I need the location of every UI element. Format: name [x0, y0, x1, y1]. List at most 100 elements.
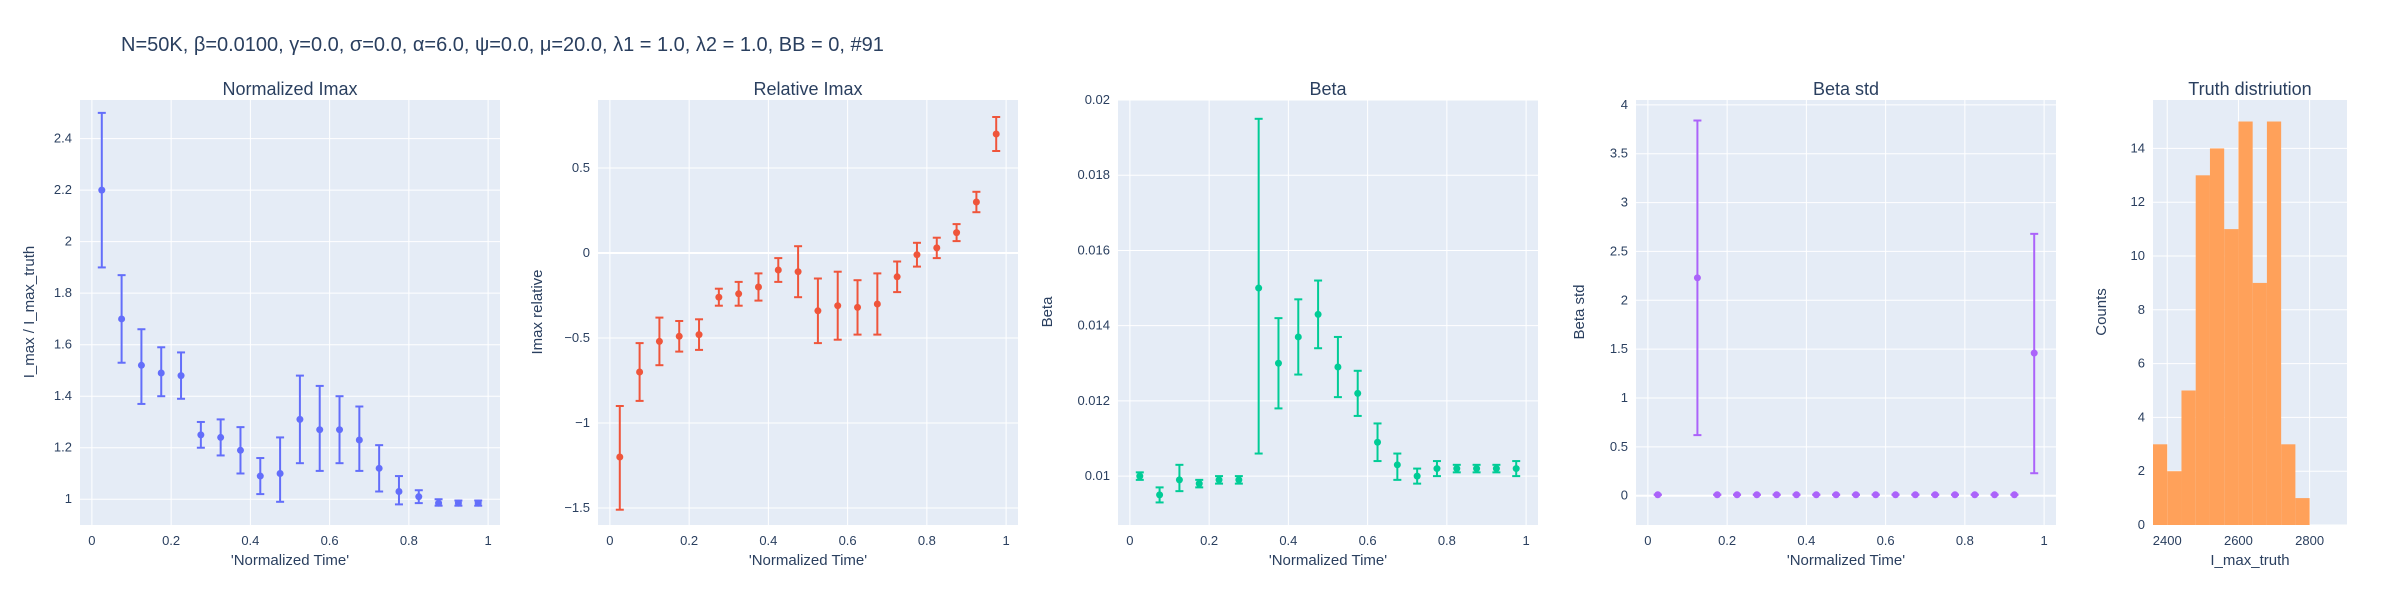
data-point: [316, 426, 324, 434]
data-point: [873, 300, 881, 308]
data-point: [1473, 465, 1481, 473]
y-tick-label: 3.5: [1610, 146, 1628, 161]
data-marks: [2153, 121, 2310, 526]
panel-beta-std: 0 0.5 1 1.5 2 2.5 3 3.5 4 0 0.2 0.4 0.6 0.8 1 Beta st…: [1571, 79, 2056, 569]
x-grid: [1647, 100, 2045, 525]
data-point: [454, 499, 462, 507]
x-tick-label: 0: [606, 533, 613, 548]
data-point: [2010, 491, 2018, 499]
subplot-title: Beta: [1309, 79, 1347, 99]
data-point: [1156, 491, 1164, 499]
y-grid: [1118, 99, 1538, 477]
histogram-bar: [2281, 444, 2296, 525]
y-tick-label: 0: [2138, 517, 2145, 532]
y-tick-label: −0.5: [564, 330, 590, 345]
histogram-bar: [2195, 175, 2210, 525]
y-tick-label: 2: [65, 234, 72, 249]
y-tick-label: 4: [1621, 97, 1628, 112]
y-tick-label: 2.4: [54, 131, 72, 146]
y-tick-label: 1.4: [54, 388, 72, 403]
data-point: [276, 469, 284, 477]
data-point: [375, 464, 383, 472]
data-point: [1235, 476, 1243, 484]
data-point: [1175, 476, 1183, 484]
data-point: [1354, 389, 1362, 397]
data-marks: [615, 116, 1001, 511]
figure-title: N=50K, β=0.0100, γ=0.0, σ=0.0, α=6.0, ψ=…: [121, 34, 884, 56]
x-axis-title: 'Normalized Time': [231, 552, 349, 569]
x-tick-label: 0: [1644, 533, 1651, 548]
data-point: [616, 453, 624, 461]
x-tick-labels: 2400 2600 2800: [2153, 533, 2324, 548]
y-tick-label: 10: [2131, 248, 2145, 263]
data-point: [1773, 491, 1781, 499]
x-tick-label: 0.6: [321, 533, 339, 548]
subplot-title: Truth distriution: [2188, 79, 2311, 99]
data-point: [913, 251, 921, 259]
y-tick-label: 0: [583, 245, 590, 260]
data-point: [972, 198, 980, 206]
y-axis-title: Counts: [2093, 288, 2110, 336]
subplot-title: Relative Imax: [753, 79, 862, 99]
y-tick-label: 6: [2138, 356, 2145, 371]
data-point: [1971, 491, 1979, 499]
x-tick-label: 0.2: [1200, 533, 1218, 548]
plot-background: [80, 100, 500, 525]
data-point: [1753, 491, 1761, 499]
y-tick-label: 0.018: [1077, 167, 1110, 182]
y-axis-title: Beta: [1039, 296, 1056, 328]
y-tick-label: 1: [1621, 390, 1628, 405]
y-tick-label: 1.2: [54, 440, 72, 455]
x-axis-title: 'Normalized Time': [749, 552, 867, 569]
data-point: [953, 229, 961, 237]
data-point: [1931, 491, 1939, 499]
y-axis-title: I_max / I_max_truth: [21, 246, 38, 379]
histogram-bar: [2153, 444, 2168, 525]
y-tick-labels: −1.5 −1 −0.5 0 0.5: [564, 160, 590, 515]
data-point: [1215, 476, 1223, 484]
x-tick-label: 0.6: [839, 533, 857, 548]
x-tick-label: 0.4: [759, 533, 777, 548]
data-point: [1733, 491, 1741, 499]
y-grid: [598, 167, 1018, 509]
plot-background: [598, 100, 1018, 525]
y-tick-labels: 0 2 4 6 8 10 12 14: [2131, 140, 2145, 532]
data-point: [217, 433, 225, 441]
x-tick-label: 0: [88, 533, 95, 548]
y-tick-label: 0.014: [1077, 318, 1110, 333]
data-point: [715, 293, 723, 301]
data-point: [1393, 461, 1401, 469]
y-tick-label: 1: [65, 491, 72, 506]
y-axis-title: Imax relative: [529, 269, 546, 354]
x-tick-labels: 0 0.2 0.4 0.6 0.8 1: [1126, 533, 1529, 548]
y-tick-label: 2.2: [54, 182, 72, 197]
histogram-bar: [2266, 121, 2282, 526]
y-grid: [1636, 104, 2056, 497]
data-point: [435, 499, 443, 507]
histogram-bar: [2295, 498, 2310, 525]
data-point: [296, 415, 304, 423]
x-tick-label: 2400: [2153, 533, 2182, 548]
x-tick-label: 2600: [2224, 533, 2253, 548]
x-tick-label: 0.2: [1718, 533, 1736, 548]
plot-background: [1118, 100, 1538, 525]
data-point: [1911, 491, 1919, 499]
data-point: [474, 499, 482, 507]
data-point: [695, 331, 703, 339]
data-point: [655, 337, 663, 345]
y-tick-label: 3: [1621, 195, 1628, 210]
data-point: [774, 266, 782, 274]
x-grid: [91, 100, 489, 525]
data-point: [854, 303, 862, 311]
x-tick-label: 0.4: [241, 533, 259, 548]
data-point: [754, 283, 762, 291]
plot-background: [1636, 100, 2056, 525]
data-point: [814, 307, 822, 315]
x-tick-label: 0.4: [1279, 533, 1297, 548]
x-tick-label: 1: [2040, 533, 2047, 548]
y-tick-label: 8: [2138, 302, 2145, 317]
y-tick-label: 0.02: [1085, 92, 1110, 107]
data-point: [1892, 491, 1900, 499]
y-tick-label: 0.5: [1610, 439, 1628, 454]
histogram-bar: [2167, 471, 2182, 525]
